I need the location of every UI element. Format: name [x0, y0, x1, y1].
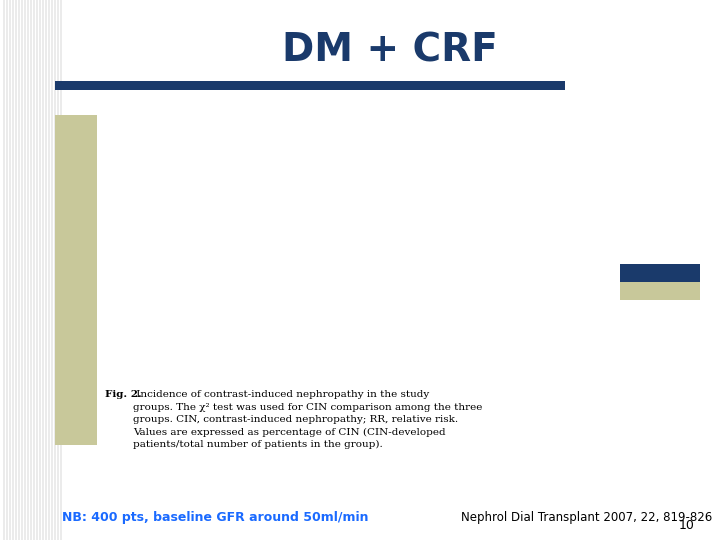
FancyBboxPatch shape [48, 0, 50, 540]
Bar [183, 228, 242, 383]
Text: 10: 10 [679, 519, 695, 532]
FancyBboxPatch shape [6, 0, 7, 540]
Text: Fig. 2.: Fig. 2. [105, 390, 142, 399]
FancyBboxPatch shape [3, 0, 4, 540]
FancyBboxPatch shape [42, 0, 43, 540]
FancyBboxPatch shape [33, 0, 35, 540]
FancyBboxPatch shape [9, 0, 11, 540]
FancyBboxPatch shape [54, 0, 55, 540]
FancyBboxPatch shape [30, 0, 32, 540]
Text: 20% (28/137): 20% (28/137) [173, 213, 253, 226]
FancyBboxPatch shape [39, 0, 40, 540]
FancyBboxPatch shape [60, 0, 61, 540]
Bar [446, 341, 505, 383]
FancyBboxPatch shape [24, 0, 25, 540]
FancyBboxPatch shape [55, 81, 565, 90]
FancyBboxPatch shape [27, 0, 29, 540]
FancyBboxPatch shape [12, 0, 14, 540]
Text: NB: 400 pts, baseline GFR around 50ml/min: NB: 400 pts, baseline GFR around 50ml/mi… [62, 511, 369, 524]
Text: 11.4% (16/140): 11.4% (16/140) [298, 279, 390, 292]
FancyBboxPatch shape [36, 0, 37, 540]
FancyBboxPatch shape [15, 0, 17, 540]
Text: P =0.314, RR = 2.1: P =0.314, RR = 2.1 [355, 181, 464, 192]
FancyBboxPatch shape [620, 264, 700, 282]
FancyBboxPatch shape [21, 0, 22, 540]
Bar [314, 295, 374, 383]
FancyBboxPatch shape [55, 115, 97, 445]
FancyBboxPatch shape [18, 0, 19, 540]
Y-axis label: CIN (%): CIN (%) [93, 241, 107, 294]
Text: P =0.001, RR=3.6: P =0.001, RR=3.6 [290, 139, 397, 152]
Text: 5.5% (8/144): 5.5% (8/144) [437, 325, 513, 338]
Text: P =0.07, RR = 1.7: P =0.07, RR = 1.7 [228, 181, 329, 192]
Text: DM + CRF: DM + CRF [282, 31, 498, 69]
Text: Incidence of contrast-induced nephropathy in the study
groups. The χ² test was u: Incidence of contrast-induced nephropath… [133, 390, 482, 449]
Text: Nephrol Dial Transplant 2007, 22, 819-826: Nephrol Dial Transplant 2007, 22, 819-82… [461, 511, 712, 524]
FancyBboxPatch shape [51, 0, 53, 540]
FancyBboxPatch shape [45, 0, 47, 540]
FancyBboxPatch shape [620, 282, 700, 300]
FancyBboxPatch shape [57, 0, 58, 540]
